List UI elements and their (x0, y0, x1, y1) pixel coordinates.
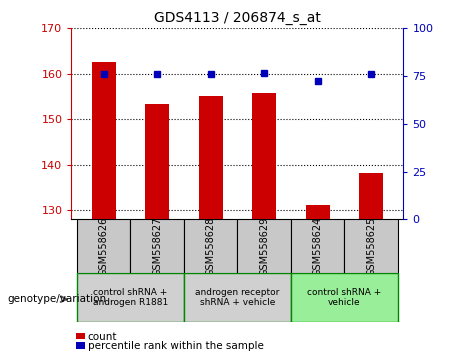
Bar (199, 96, 223, 219)
Text: GSM558624: GSM558624 (313, 216, 323, 276)
Bar (291, 273, 398, 322)
Text: percentile rank within the sample: percentile rank within the sample (88, 341, 264, 351)
Bar (344, 219, 398, 273)
Text: control shRNA +
vehicle: control shRNA + vehicle (307, 288, 382, 307)
Bar (252, 93, 276, 219)
Text: GSM558629: GSM558629 (259, 216, 269, 276)
Text: androgen receptor
shRNA + vehicle: androgen receptor shRNA + vehicle (195, 288, 280, 307)
Bar (237, 219, 291, 273)
Bar (184, 273, 291, 322)
Bar (77, 273, 184, 322)
Text: control shRNA +
androgen R1881: control shRNA + androgen R1881 (93, 288, 168, 307)
Title: GDS4113 / 206874_s_at: GDS4113 / 206874_s_at (154, 11, 321, 24)
Bar (359, 173, 383, 219)
Bar (306, 205, 330, 219)
Bar (184, 219, 237, 273)
Bar (130, 219, 184, 273)
Text: count: count (88, 332, 117, 342)
Text: GSM558628: GSM558628 (206, 216, 216, 276)
Bar (145, 104, 169, 219)
Bar (291, 219, 344, 273)
Text: GSM558627: GSM558627 (152, 216, 162, 276)
Text: GSM558626: GSM558626 (99, 216, 109, 276)
Text: GSM558625: GSM558625 (366, 216, 376, 276)
Text: genotype/variation: genotype/variation (7, 294, 106, 304)
Bar (92, 62, 116, 219)
Bar (77, 219, 130, 273)
